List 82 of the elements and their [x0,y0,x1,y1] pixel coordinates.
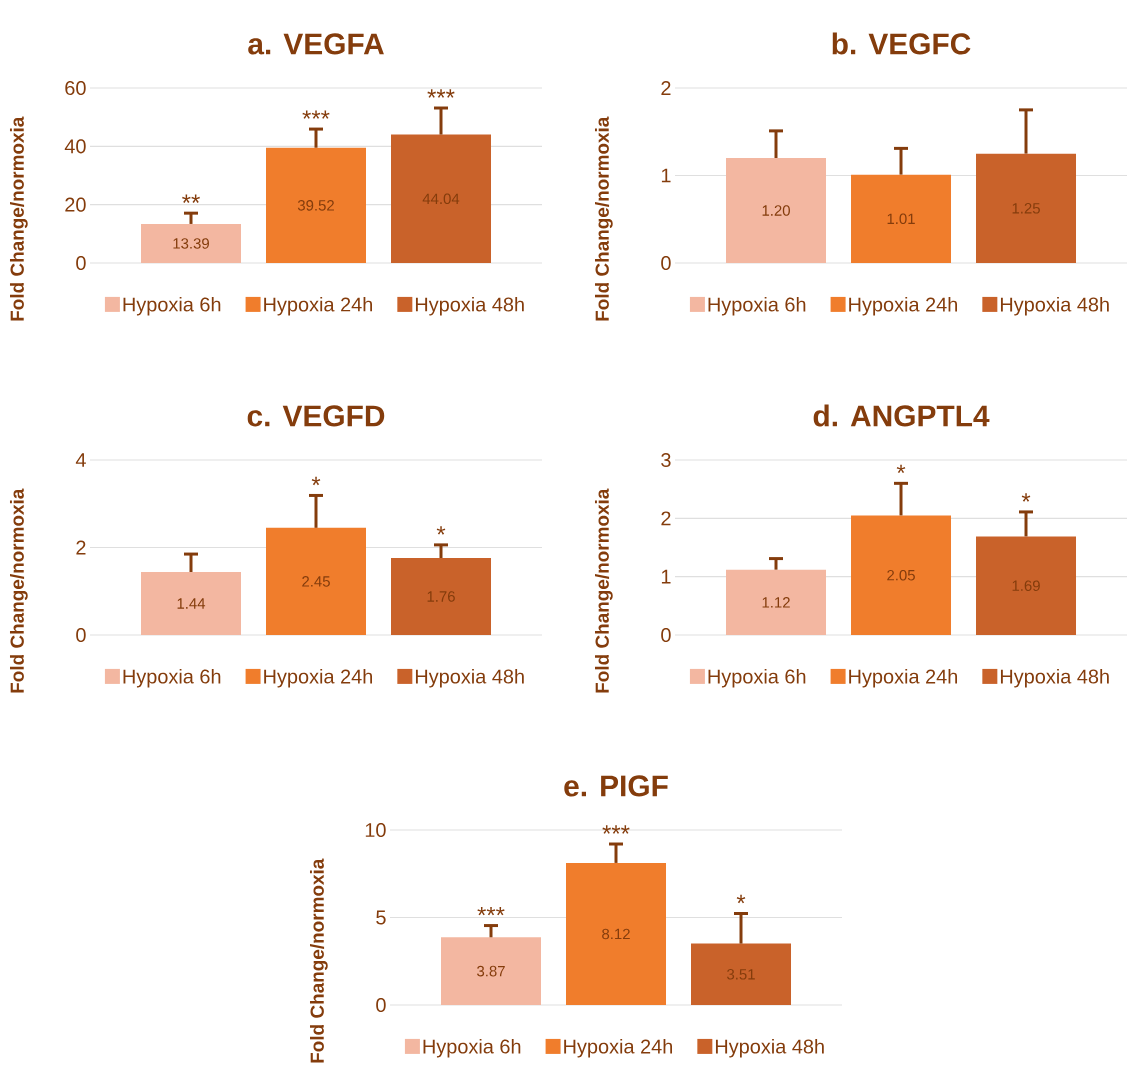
chart-title: d. ANGPTL4 [813,404,990,427]
legend-label: Hypoxia 24h [264,668,372,688]
y-tick-label: 20 [65,197,86,212]
legend-label: Hypoxia 6h [423,1038,521,1058]
y-tick-label: 0 [76,255,86,271]
bar [266,527,366,635]
y-axis-title: Fold Change/normoxia [309,858,328,1063]
data-label: 3.87 [477,965,505,977]
data-label: 3.51 [727,969,755,980]
annotation: * [1021,493,1031,502]
bar [566,862,666,1006]
y-tick-label: 2 [661,511,671,526]
data-label: 1.12 [762,597,790,608]
data-label: 1.44 [177,598,206,609]
data-label: 44.04 [422,193,460,205]
bar [851,174,952,263]
legend-label: Hypoxia 24h [849,668,958,688]
annotation: *** [427,89,455,98]
bar [976,153,1077,263]
data-label: 1.01 [887,213,915,225]
bar [441,937,541,1006]
chart-title: a. VEGFA [248,33,384,55]
y-tick-label: 1 [661,168,671,183]
annotation: * [896,464,906,474]
bar [691,943,792,1006]
y-tick-label: 3 [661,452,671,468]
y-tick-label: 1 [661,569,671,584]
legend-label: Hypoxia 6h [708,296,806,316]
bar [726,569,827,635]
annotation: ** [182,194,200,203]
chart-title: e. PIGF [564,775,668,797]
legend-label: Hypoxia 6h [708,668,806,688]
chart-title: b. VEGFC [832,32,971,55]
legend-label: Hypoxia 6h [123,668,221,688]
y-axis-title: Fold Change/normoxia [595,116,613,321]
data-label: 1.20 [762,205,790,216]
bar [726,158,827,263]
y-tick-label: 0 [376,997,386,1013]
y-tick-label: 4 [75,453,86,467]
legend-label: Hypoxia 6h [123,296,221,316]
annotation: * [311,476,321,486]
data-label: 1.76 [427,591,455,602]
annotation: * [736,894,746,904]
bar [976,536,1077,635]
legend-label: Hypoxia 48h [415,296,524,316]
bar [266,147,366,263]
y-axis-title: Fold Change/normoxia [9,116,28,321]
chart-title: c. VEGFD [247,405,385,427]
data-label: 39.52 [297,200,334,211]
y-tick-label: 5 [376,910,386,925]
legend-label: Hypoxia 48h [715,1038,824,1058]
bar [141,223,241,263]
annotation: * [436,526,446,535]
y-tick-label: 0 [76,627,86,643]
y-tick-label: 10 [365,822,386,838]
bar [391,558,491,635]
data-label: 8.12 [602,928,630,940]
y-tick-label: 0 [661,627,671,643]
legend-label: Hypoxia 24h [264,296,372,316]
bar [851,515,952,635]
y-tick-label: 2 [661,81,671,95]
legend-label: Hypoxia 24h [849,296,958,316]
y-tick-label: 2 [76,540,86,555]
annotation: *** [477,906,505,916]
y-tick-label: 0 [661,255,671,271]
data-label: 13.39 [173,238,209,249]
legend-label: Hypoxia 48h [1000,668,1109,688]
annotation: *** [302,110,330,119]
y-tick-label: 60 [65,80,86,96]
data-label: 1.69 [1012,580,1040,591]
bar [391,134,491,263]
legend-label: Hypoxia 24h [564,1038,672,1058]
data-label: 1.25 [1012,203,1040,214]
y-axis-title: Fold Change/normoxia [594,488,613,693]
data-label: 2.45 [302,576,330,587]
legend-label: Hypoxia 48h [1000,296,1109,316]
legend-label: Hypoxia 48h [415,668,524,688]
annotation: *** [602,825,630,834]
y-tick-label: 40 [64,139,86,154]
y-axis-title: Fold Change/normoxia [9,488,28,693]
bar [141,572,241,635]
data-label: 2.05 [887,569,915,581]
